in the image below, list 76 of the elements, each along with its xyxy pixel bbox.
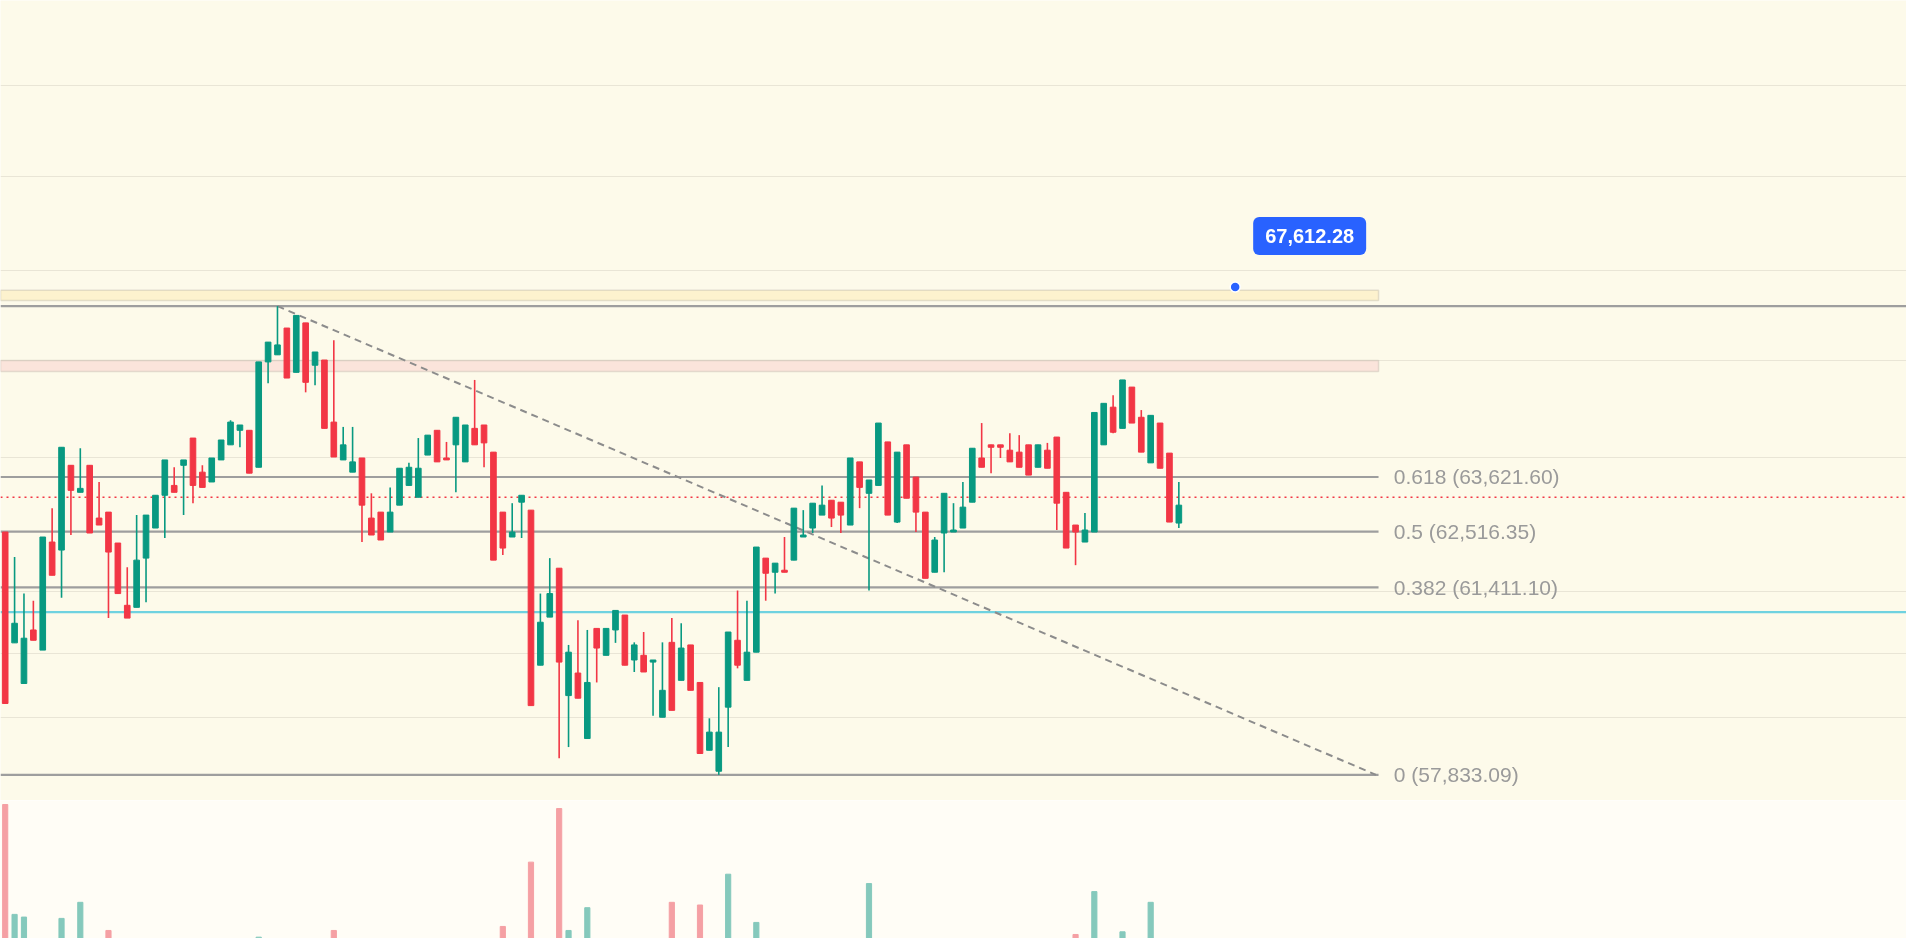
bar — [1072, 933, 1079, 938]
bar — [1119, 931, 1126, 938]
bar — [668, 901, 675, 938]
bar — [77, 901, 84, 938]
candlestick — [771, 562, 779, 595]
candlestick — [180, 459, 187, 516]
candlestick — [1044, 442, 1051, 470]
candlestick — [123, 566, 131, 619]
candlestick — [339, 426, 347, 461]
candlestick — [781, 536, 788, 574]
candlestick — [443, 441, 450, 461]
candlestick — [828, 499, 835, 528]
candlestick — [386, 486, 394, 533]
bar — [865, 883, 873, 938]
ref-line-label: 0.5 (62,516.35) — [1393, 520, 1537, 544]
candlestick — [11, 556, 18, 644]
candlestick — [311, 351, 319, 386]
candlestick — [264, 341, 272, 385]
candlestick — [630, 641, 638, 673]
bar — [330, 929, 337, 938]
candlestick — [76, 447, 84, 494]
candlestick — [865, 479, 873, 592]
candlestick — [30, 599, 37, 642]
candlestick — [1006, 432, 1014, 463]
candlestick — [508, 502, 516, 538]
candlestick — [424, 434, 432, 456]
bar — [1147, 901, 1154, 938]
candlestick — [1015, 434, 1023, 469]
candlestick — [1175, 481, 1183, 529]
annotation: 67,612.28 — [1265, 225, 1355, 248]
candlestick — [1072, 524, 1079, 566]
candlestick — [1081, 512, 1089, 543]
candlestick — [799, 509, 807, 538]
candlestick — [274, 305, 281, 356]
candlestick — [518, 494, 525, 539]
candlestick — [170, 466, 178, 494]
bar — [527, 861, 535, 938]
candlestick — [640, 631, 647, 673]
candlestick — [1034, 444, 1042, 469]
candlestick — [593, 627, 601, 684]
bar — [20, 916, 28, 938]
candlestick — [706, 717, 713, 752]
candlestick — [217, 439, 225, 461]
candlestick — [950, 502, 957, 533]
candlestick — [227, 419, 234, 446]
candlestick — [405, 462, 413, 487]
candlestick — [480, 424, 488, 469]
candlestick — [349, 426, 356, 473]
bar — [2, 804, 9, 938]
candlestick — [612, 609, 619, 644]
candlestick — [199, 464, 206, 489]
bar — [499, 925, 506, 938]
ref-line-label: 0 (57,833.09) — [1393, 763, 1519, 787]
bar — [584, 907, 591, 938]
candlestick — [649, 659, 657, 717]
candlestick — [762, 557, 770, 602]
candlestick — [236, 424, 244, 449]
ref-line-label: 0.382 (61,411.10) — [1393, 575, 1559, 599]
bar — [696, 904, 704, 938]
candlestick — [818, 484, 826, 516]
bar — [11, 913, 18, 938]
candlestick — [208, 457, 216, 483]
candlestick — [978, 422, 985, 469]
bar — [753, 921, 760, 938]
bar — [556, 808, 563, 938]
bar — [725, 873, 732, 938]
bar — [565, 929, 572, 938]
candlestick — [837, 501, 845, 534]
candlestick — [546, 557, 554, 618]
bar — [58, 917, 65, 938]
bar — [105, 929, 112, 938]
candlestick — [987, 444, 995, 474]
bar — [1091, 891, 1098, 938]
candlestick — [471, 379, 478, 446]
ref-line-label: 0.618 (63,621.60) — [1393, 465, 1560, 489]
candlestick — [959, 481, 967, 529]
